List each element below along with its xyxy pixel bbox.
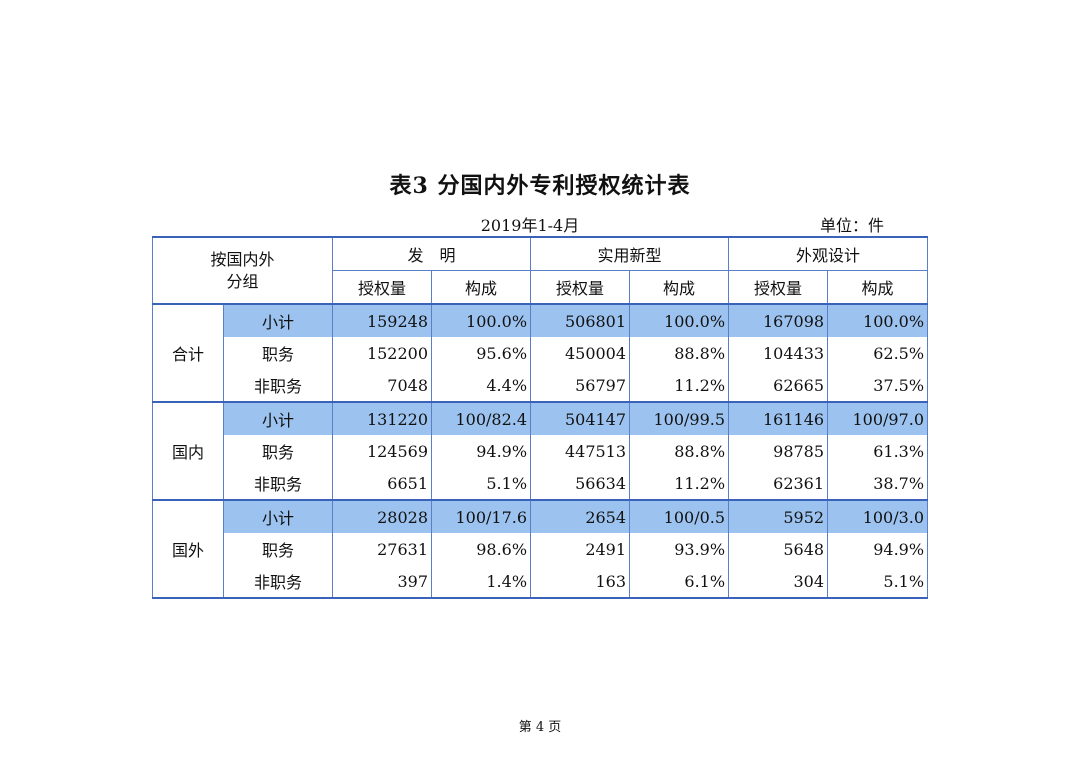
table-cell: 1.4% xyxy=(431,565,532,599)
row-label: 职务 xyxy=(222,435,334,467)
table-cell: 100.0% xyxy=(827,304,929,337)
table-cell: 27631 xyxy=(332,533,433,565)
table-row: 合计 小计 159248 100.0% 506801 100.0% 167098 100.0% xyxy=(152,304,929,403)
row-label: 小计 xyxy=(222,304,334,337)
table-cell: 124569 xyxy=(332,435,433,467)
column-header: 构成 xyxy=(827,270,929,305)
table-row: 职务 152200 95.6% 450004 88.8% 104433 62.5% xyxy=(153,337,929,369)
region-label: 国内 xyxy=(152,402,224,501)
patent-grant-table: 按国内外 分组 发 明 实用新型 外观设计 授权量 构成 授权量 构成 授权量 … xyxy=(151,236,929,599)
table-cell: 95.6% xyxy=(431,337,532,369)
row-label: 小计 xyxy=(222,402,334,435)
table-cell: 167098 xyxy=(728,304,829,337)
page-number: 第 4 页 xyxy=(518,720,562,735)
column-header: 授权量 xyxy=(332,270,433,305)
row-label: 非职务 xyxy=(222,369,334,403)
table-cell: 11.2% xyxy=(629,467,730,501)
table-cell: 11.2% xyxy=(629,369,730,403)
table-cell: 163 xyxy=(530,565,631,599)
column-header: 构成 xyxy=(629,270,730,305)
table-row: 国内 小计 131220 100/82.4 504147 100/99.5 161146 10… xyxy=(152,402,929,501)
table-cell: 450004 xyxy=(530,337,631,369)
grouping-header: 按国内外 分组 xyxy=(151,236,334,305)
region-label: 国外 xyxy=(152,500,224,599)
table-cell: 37.5% xyxy=(827,369,929,403)
table-cell: 38.7% xyxy=(827,467,929,501)
table-cell: 5648 xyxy=(728,533,829,565)
grouping-header-line1: 按国内外 xyxy=(210,249,275,269)
utility-model-header: 实用新型 xyxy=(530,236,730,271)
table-cell: 6651 xyxy=(332,467,433,501)
table-row: 职务 27631 98.6% 2491 93.9% 5648 94.9% xyxy=(153,533,929,565)
table-cell: 2491 xyxy=(530,533,631,565)
table-cell: 100.0% xyxy=(431,304,532,337)
table-cell: 5952 xyxy=(728,500,829,533)
table-cell: 100/97.0 xyxy=(827,402,929,435)
table-cell: 62.5% xyxy=(827,337,929,369)
column-header: 授权量 xyxy=(728,270,829,305)
table-cell: 5.1% xyxy=(431,467,532,501)
table-cell: 94.9% xyxy=(827,533,929,565)
table-cell: 304 xyxy=(728,565,829,599)
table-cell: 397 xyxy=(332,565,433,599)
table-cell: 6.1% xyxy=(629,565,730,599)
table-cell: 100/82.4 xyxy=(431,402,532,435)
table-cell: 506801 xyxy=(530,304,631,337)
table-cell: 4.4% xyxy=(431,369,532,403)
table-row: 非职务 7048 4.4% 56797 11.2% 62665 37.5% xyxy=(153,369,929,403)
table-cell: 131220 xyxy=(332,402,433,435)
table-title: 表3 分国内外专利授权统计表 xyxy=(389,173,691,199)
table-cell: 62361 xyxy=(728,467,829,501)
table-cell: 56797 xyxy=(530,369,631,403)
table-row: 非职务 397 1.4% 163 6.1% 304 5.1% xyxy=(153,565,929,599)
table-cell: 93.9% xyxy=(629,533,730,565)
table-cell: 504147 xyxy=(530,402,631,435)
table-cell: 100/0.5 xyxy=(629,500,730,533)
report-period: 2019年1-4月 xyxy=(480,216,580,235)
table-cell: 2654 xyxy=(530,500,631,533)
row-label: 非职务 xyxy=(222,467,334,501)
table-cell: 61.3% xyxy=(827,435,929,467)
table-cell: 88.8% xyxy=(629,337,730,369)
table-cell: 94.9% xyxy=(431,435,532,467)
table-cell: 447513 xyxy=(530,435,631,467)
table-cell: 104433 xyxy=(728,337,829,369)
unit-label: 单位：件 xyxy=(820,216,885,235)
table-cell: 88.8% xyxy=(629,435,730,467)
grouping-header-line2: 分组 xyxy=(226,271,259,291)
table-row: 职务 124569 94.9% 447513 88.8% 98785 61.3% xyxy=(153,435,929,467)
column-header: 构成 xyxy=(431,270,532,305)
table-cell: 7048 xyxy=(332,369,433,403)
invention-header: 发 明 xyxy=(332,236,532,271)
table-cell: 161146 xyxy=(728,402,829,435)
row-label: 非职务 xyxy=(222,565,334,599)
table-body: 合计 小计 159248 100.0% 506801 100.0% 167098 100.0%… xyxy=(152,304,929,599)
table-cell: 62665 xyxy=(728,369,829,403)
table-cell: 28028 xyxy=(332,500,433,533)
table-cell: 100.0% xyxy=(629,304,730,337)
table-cell: 159248 xyxy=(332,304,433,337)
table-cell: 98785 xyxy=(728,435,829,467)
table-cell: 98.6% xyxy=(431,533,532,565)
table-cell: 100/3.0 xyxy=(827,500,929,533)
table-cell: 100/99.5 xyxy=(629,402,730,435)
table-cell: 100/17.6 xyxy=(431,500,532,533)
table-cell: 152200 xyxy=(332,337,433,369)
table-cell: 56634 xyxy=(530,467,631,501)
table-row: 非职务 6651 5.1% 56634 11.2% 62361 38.7% xyxy=(153,467,929,501)
table-cell: 5.1% xyxy=(827,565,929,599)
column-header: 授权量 xyxy=(530,270,631,305)
region-label: 合计 xyxy=(152,304,224,403)
row-label: 职务 xyxy=(222,337,334,369)
row-label: 职务 xyxy=(222,533,334,565)
row-label: 小计 xyxy=(222,500,334,533)
table-row: 国外 小计 28028 100/17.6 2654 100/0.5 5952 100/3.0 xyxy=(152,500,929,599)
design-header: 外观设计 xyxy=(728,236,929,271)
